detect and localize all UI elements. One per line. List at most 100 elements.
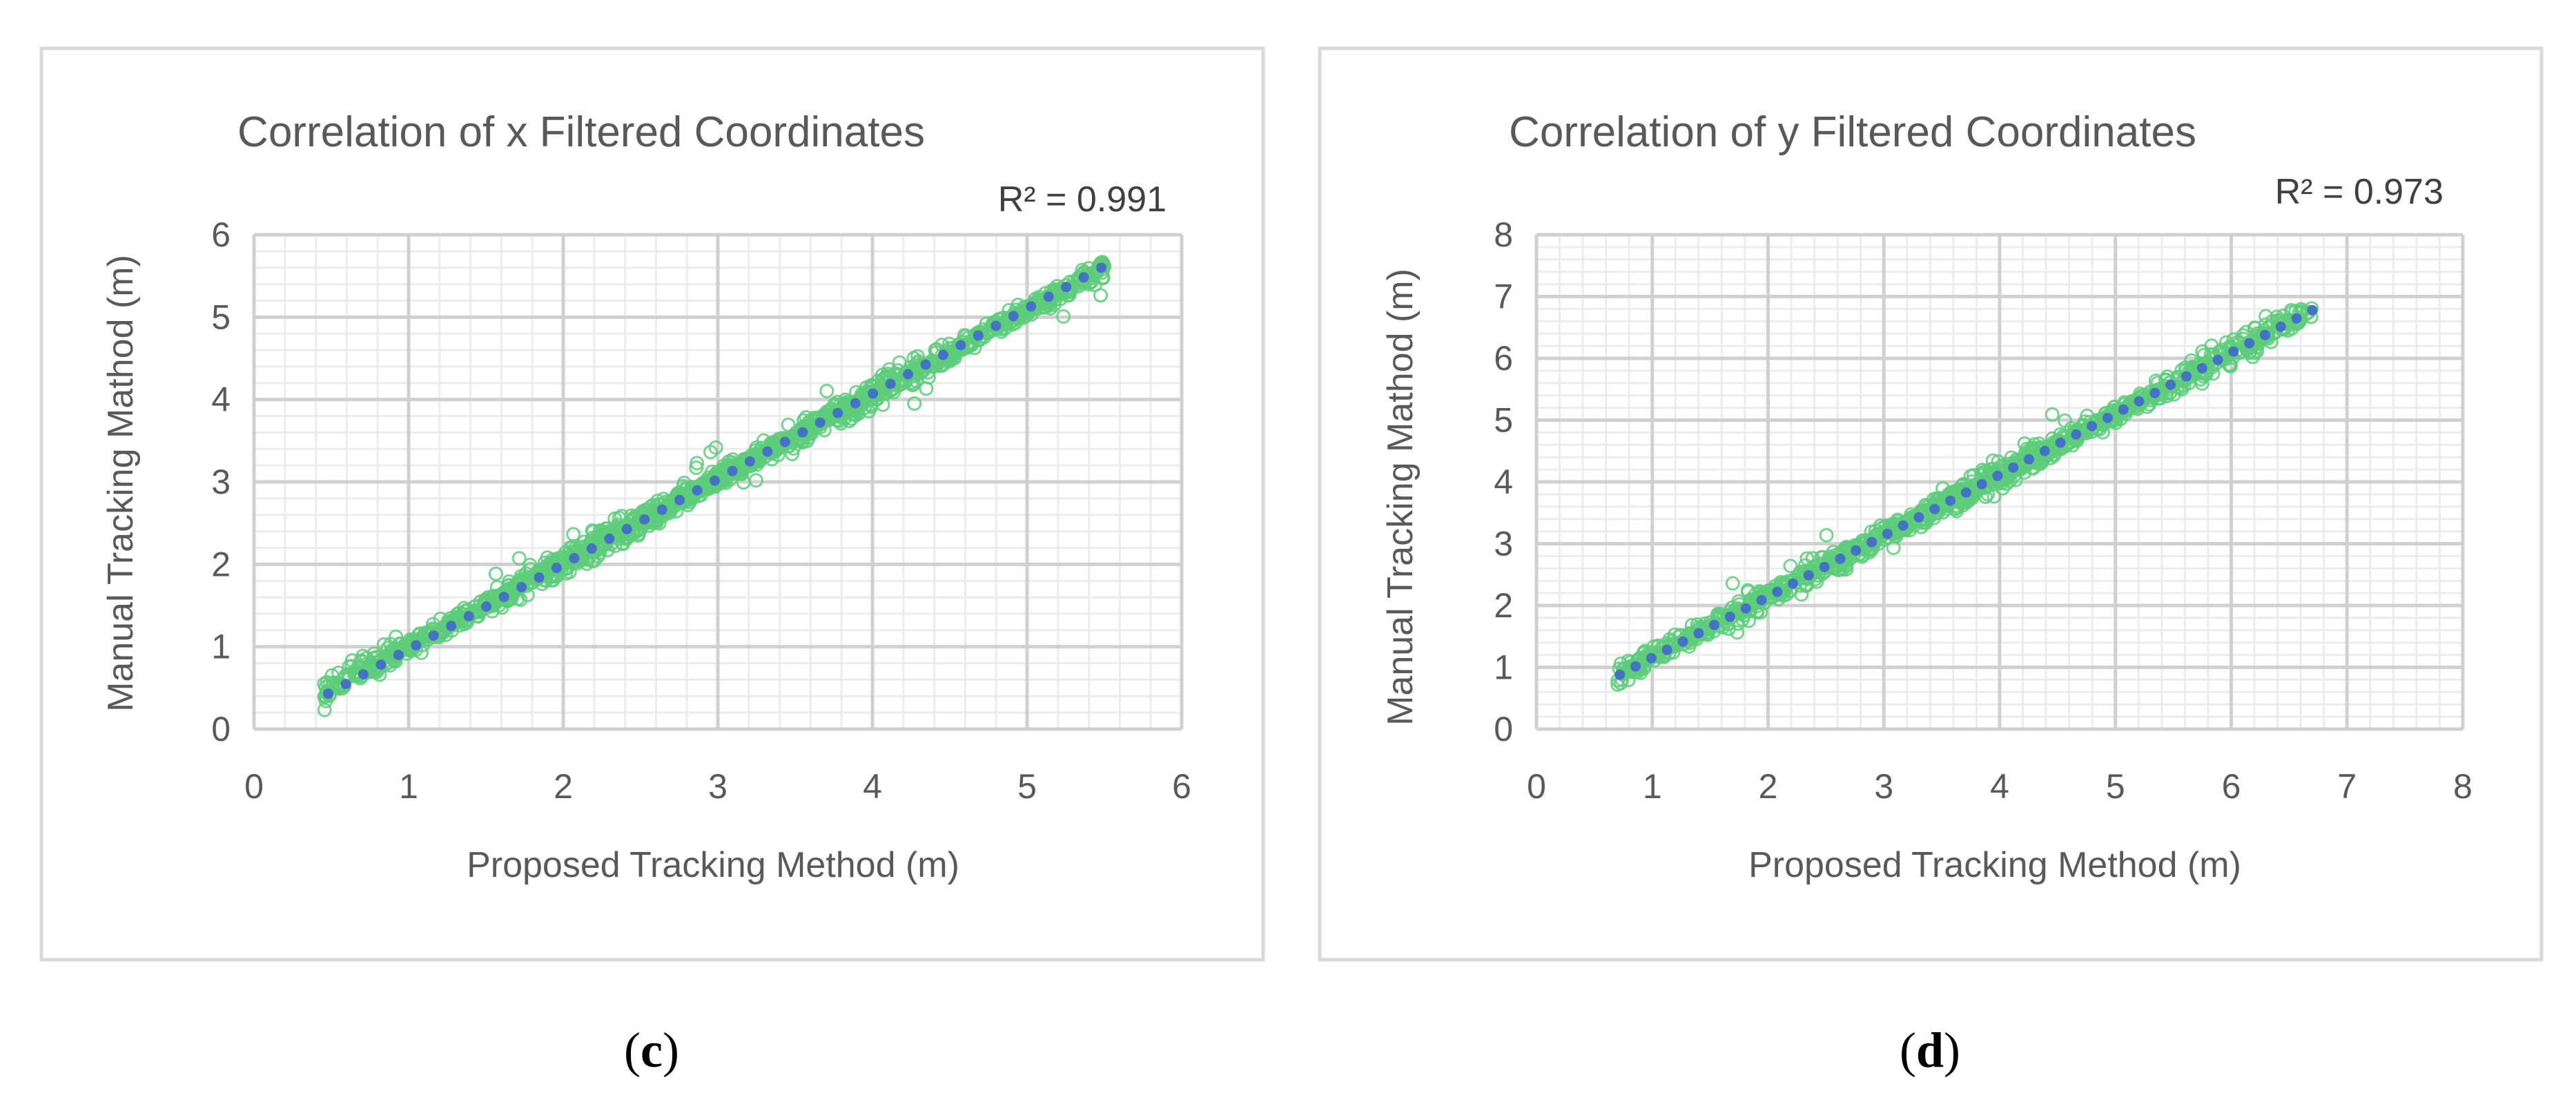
x-tick-label: 6: [1172, 767, 1191, 806]
trendline-dot: [1788, 578, 1799, 589]
trendline-dot: [1043, 291, 1054, 302]
trendline-dot: [1661, 644, 1672, 655]
trendline-dot: [1756, 594, 1767, 606]
caption-d-close: ): [1944, 1023, 1960, 1078]
scatter-point: [449, 607, 465, 622]
scatter-point: [689, 460, 704, 475]
chart-c-x-axis-label: Proposed Tracking Method (m): [467, 845, 959, 885]
y-tick-label: 6: [1494, 339, 1513, 378]
y-tick-label: 0: [1494, 710, 1513, 748]
trendline-dot: [1835, 553, 1846, 564]
trendline-dot: [762, 446, 773, 457]
scatter-point: [488, 566, 503, 581]
x-tick-label: 3: [1874, 767, 1893, 806]
scatter-point: [819, 383, 835, 398]
trendline-dot: [1945, 495, 1956, 506]
trendline-dot: [991, 320, 1002, 331]
scatter-point: [1046, 298, 1062, 312]
scatter-point: [596, 538, 611, 553]
scatter-point: [2270, 309, 2285, 325]
trendline-dot: [428, 630, 439, 641]
trendline-dot: [639, 514, 650, 525]
y-tick-label: 8: [1494, 215, 1513, 254]
y-tick-label: 1: [1494, 648, 1513, 687]
scatter-point: [2195, 360, 2210, 375]
trendline-dot: [814, 417, 826, 428]
chart-c-x-tick-labels: 0 1 2 3 4 5 6: [244, 767, 1191, 806]
trendline-dot: [2087, 420, 2098, 432]
trendline-dot: [2039, 445, 2050, 456]
trendline-dot: [2196, 362, 2207, 374]
trendline-dot: [1096, 262, 1106, 273]
scatter-point: [907, 396, 922, 411]
scatter-point: [438, 627, 453, 642]
x-tick-label: 1: [1643, 767, 1662, 806]
chart-c-trendline: [323, 262, 1106, 699]
chart-d-x-axis-label: Proposed Tracking Method (m): [1748, 845, 2241, 885]
trendline-dot: [2212, 354, 2223, 365]
chart-d: Correlation of y Filtered Coordinates R²…: [1318, 46, 2544, 962]
trendline-dot: [2008, 462, 2019, 473]
trendline-dot: [534, 572, 545, 583]
y-tick-label: 1: [211, 628, 231, 666]
trendline-dot: [2307, 304, 2318, 316]
trendline-dot: [1740, 603, 1751, 614]
trendline-dot: [1061, 282, 1072, 293]
scatter-point: [1783, 559, 1798, 574]
trendline-dot: [2149, 387, 2160, 398]
trendline-dot: [692, 485, 703, 496]
scatter-point: [2045, 407, 2060, 422]
y-tick-label: 2: [1494, 586, 1513, 625]
trendline-dot: [710, 475, 720, 486]
trendline-dot: [2260, 329, 2270, 340]
trendline-dot: [1646, 652, 1657, 664]
scatter-point: [994, 324, 1009, 339]
trendline-dot: [1614, 669, 1626, 680]
scatter-point: [1731, 594, 1746, 609]
trendline-dot: [621, 523, 632, 534]
trendline-dot: [832, 407, 843, 418]
trendline-dot: [1976, 478, 1987, 490]
x-tick-label: 2: [1759, 767, 1778, 806]
trendline-dot: [2024, 454, 2034, 465]
scatter-point: [1667, 627, 1682, 642]
trendline-dot: [727, 465, 738, 476]
scatter-point: [540, 550, 555, 565]
x-tick-label: 4: [1990, 767, 2009, 806]
trendline-dot: [885, 378, 896, 389]
trendline-dot: [340, 679, 351, 690]
trendline-dot: [393, 650, 404, 661]
chart-c: Correlation of x Filtered Coordinates R²…: [39, 46, 1265, 962]
x-tick-label: 2: [554, 767, 573, 806]
trendline-dot: [779, 436, 790, 447]
scatter-point: [2184, 353, 2199, 368]
trendline-dot: [2055, 437, 2066, 448]
x-tick-label: 3: [708, 767, 728, 806]
scatter-point: [1725, 576, 1740, 591]
trendline-dot: [498, 592, 509, 602]
trendline-dot: [586, 543, 597, 554]
scatter-point: [412, 626, 427, 641]
x-tick-label: 8: [2453, 767, 2472, 806]
trendline-dot: [2228, 346, 2239, 357]
x-tick-label: 0: [244, 767, 264, 806]
trendline-dot: [2291, 313, 2302, 324]
chart-c-y-tick-labels: 0 1 2 3 4 5 6: [211, 215, 231, 748]
trendline-dot: [1803, 570, 1814, 581]
y-tick-label: 4: [1494, 463, 1513, 501]
trendline-dot: [1851, 545, 1862, 556]
chart-c-title: Correlation of x Filtered Coordinates: [237, 108, 925, 156]
trendline-dot: [1630, 661, 1641, 672]
trendline-dot: [1960, 487, 1971, 498]
scatter-point: [1987, 489, 2002, 504]
scatter-point: [511, 551, 527, 566]
caption-d-letter: d: [1916, 1023, 1944, 1078]
trendline-dot: [1819, 561, 1830, 572]
scatter-point: [1093, 288, 1108, 303]
trendline-dot: [2134, 396, 2145, 407]
scatter-point: [708, 440, 723, 455]
scatter-point: [1967, 467, 1981, 483]
scatter-point: [324, 668, 340, 683]
scatter-point: [2195, 344, 2210, 359]
scatter-point: [1819, 528, 1834, 543]
